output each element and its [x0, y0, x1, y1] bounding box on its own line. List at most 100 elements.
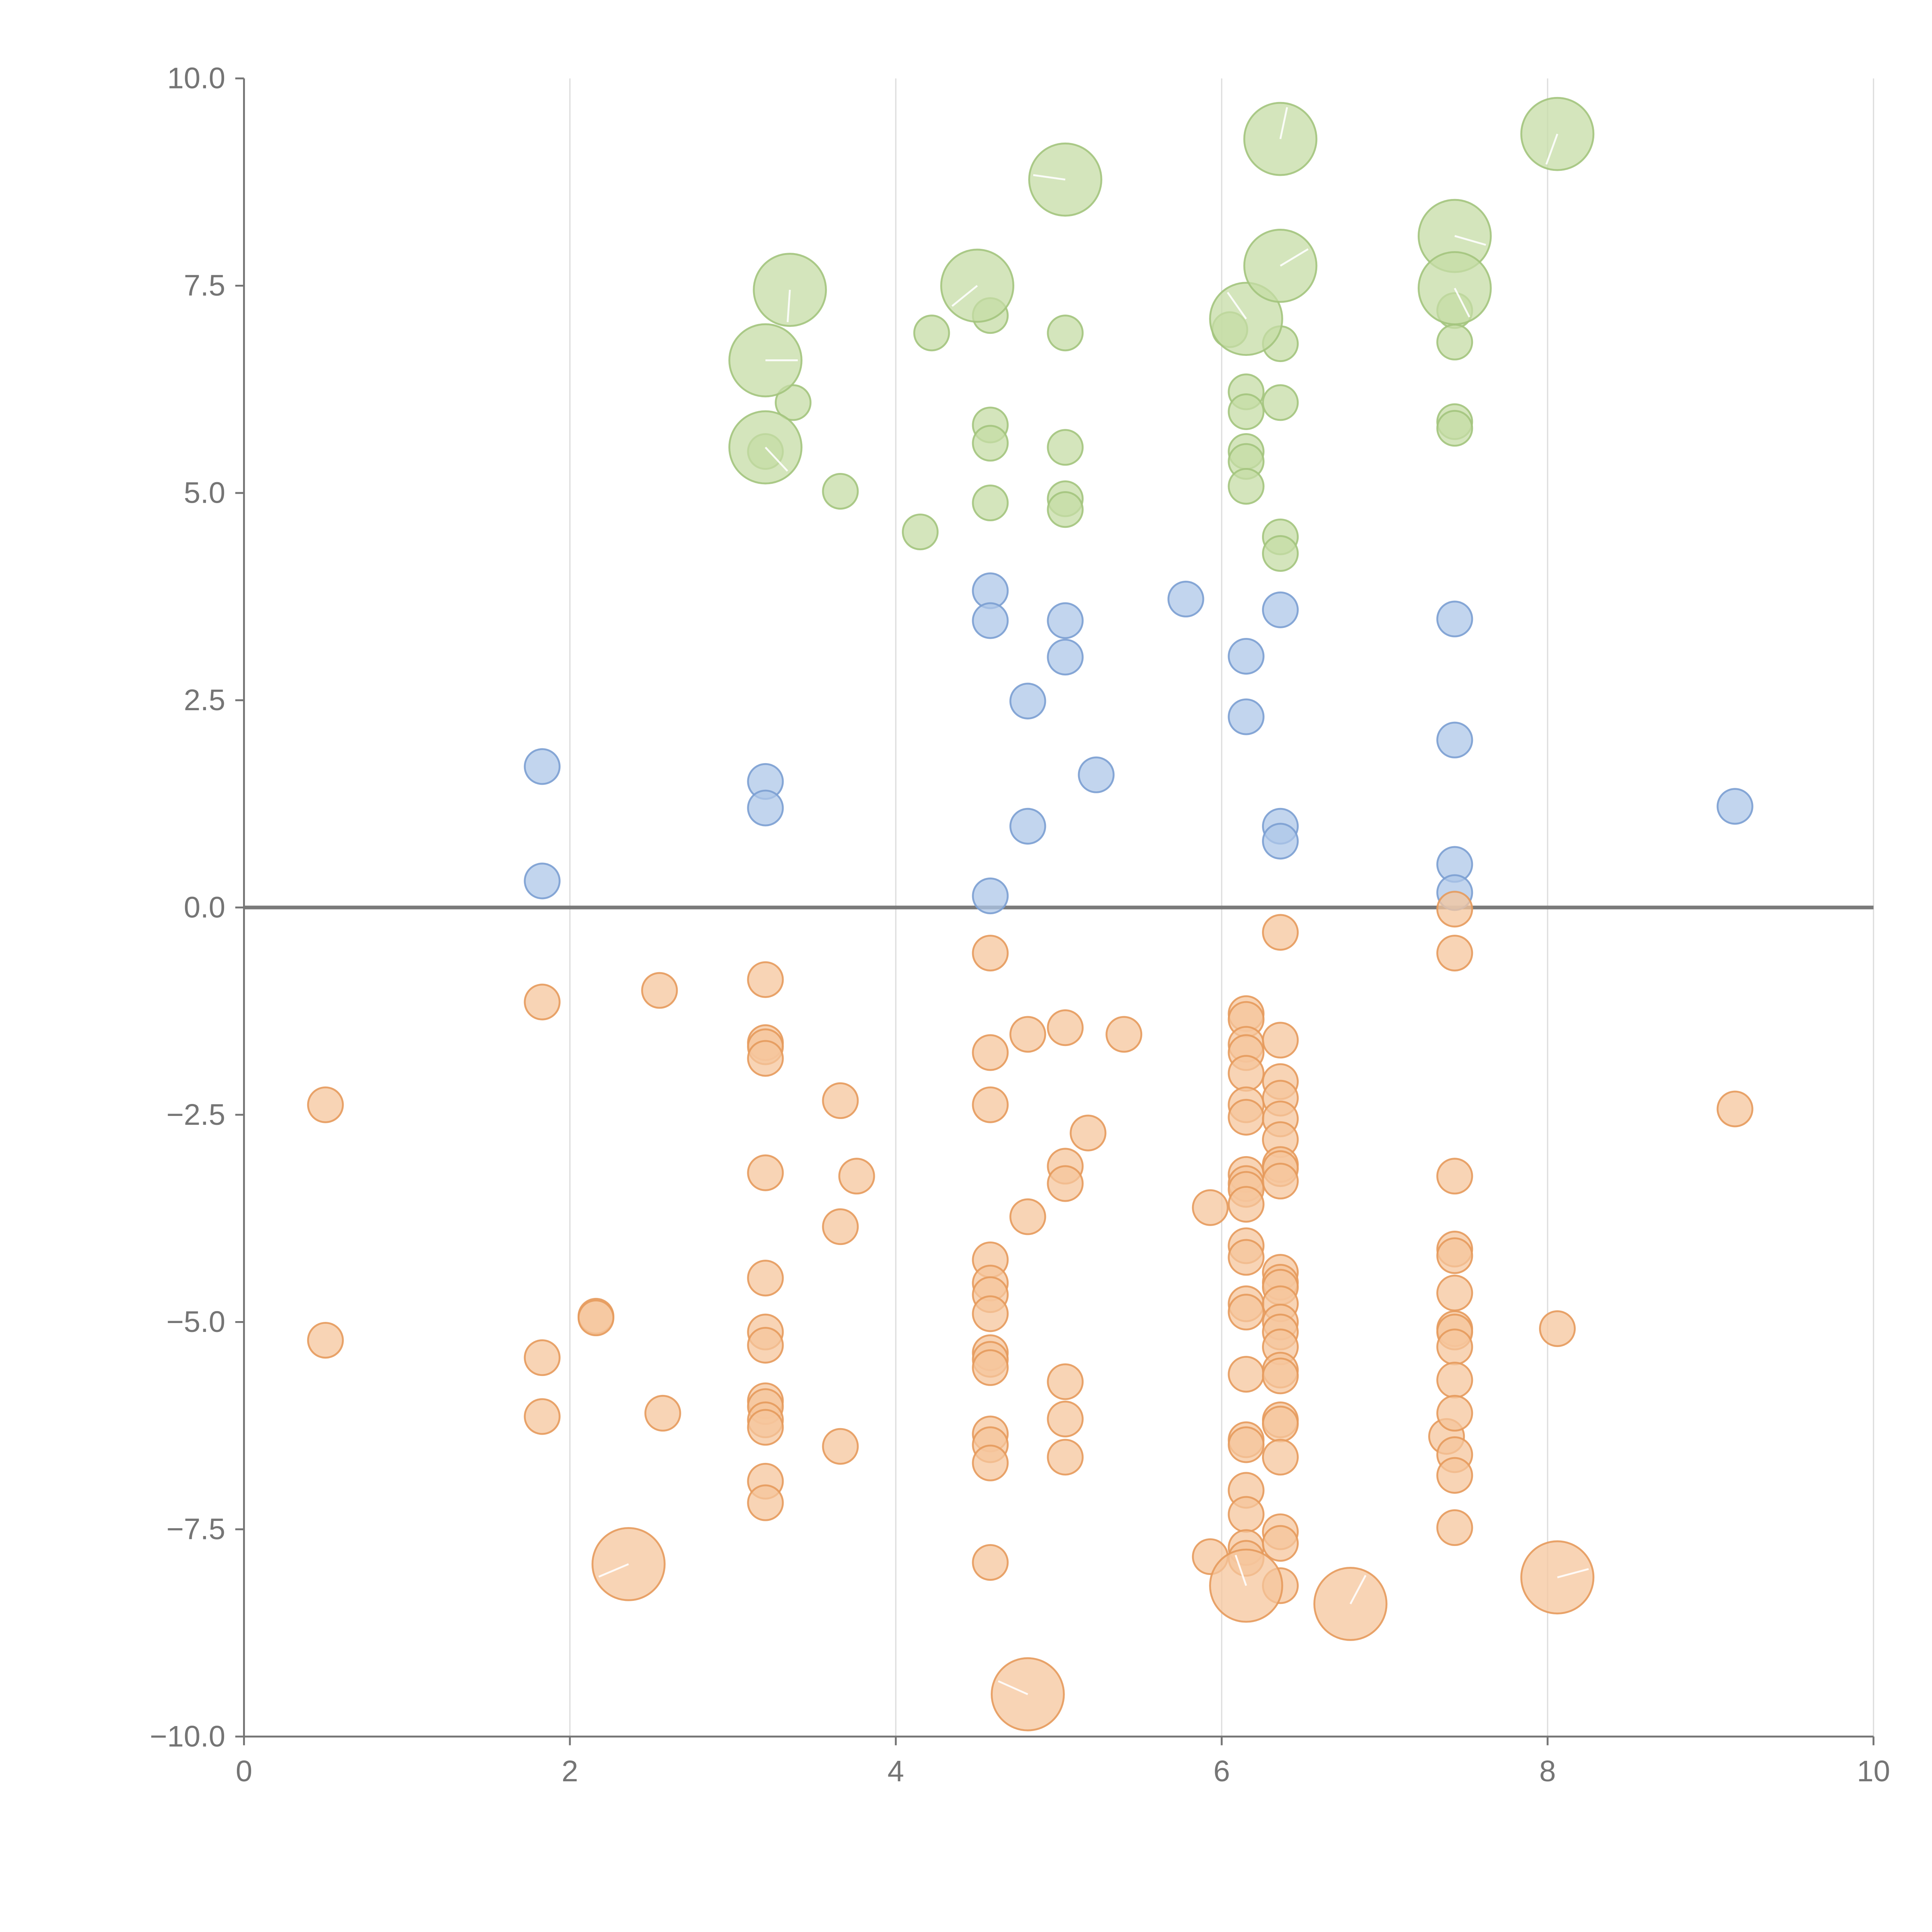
data-point [1262, 914, 1299, 951]
bubble-leader-line [1235, 1554, 1247, 1586]
y-tick-label: 0.0 [184, 891, 225, 924]
data-point [1436, 935, 1473, 972]
data-point [972, 878, 1009, 915]
bubble-leader-line [1545, 133, 1558, 165]
x-tick-label: 4 [888, 1755, 904, 1788]
data-point [1009, 1198, 1046, 1235]
data-point [1228, 1496, 1265, 1533]
bubble-leader-line [1454, 235, 1486, 246]
data-point [641, 972, 678, 1009]
data-point [1436, 1362, 1473, 1399]
large-data-point [591, 1527, 666, 1601]
data-point [1047, 1439, 1084, 1476]
data-point [1716, 1090, 1753, 1128]
data-point [524, 862, 561, 900]
data-point [1228, 1294, 1265, 1331]
data-point [822, 1208, 859, 1245]
data-point [972, 1444, 1009, 1481]
bubble-leader-line [765, 447, 788, 472]
data-point [902, 514, 939, 551]
data-point [1228, 393, 1265, 430]
large-data-point [1520, 1540, 1595, 1615]
data-point [972, 1295, 1009, 1332]
data-point [972, 602, 1009, 639]
y-tick-label: −5.0 [167, 1305, 226, 1338]
data-point [1047, 639, 1084, 676]
data-point [1167, 580, 1204, 617]
data-point [1009, 1016, 1046, 1053]
bubble-leader-line [1349, 1575, 1367, 1605]
data-point [972, 1086, 1009, 1123]
data-point [1262, 1405, 1299, 1442]
data-point [1192, 1189, 1229, 1226]
bubble-leader-line [1454, 287, 1470, 318]
y-tick-label: 2.5 [184, 684, 225, 717]
data-point [822, 473, 859, 510]
data-point [524, 983, 561, 1020]
data-point [972, 425, 1009, 462]
data-point [747, 961, 784, 998]
data-point [1047, 1165, 1084, 1202]
data-point [524, 1339, 561, 1376]
data-point [307, 1086, 344, 1123]
data-point [1228, 698, 1265, 735]
data-point [1047, 429, 1084, 466]
bubble-leader-line [951, 285, 978, 307]
data-point [1436, 410, 1473, 447]
bubble-leader-line [1557, 1568, 1589, 1578]
x-tick-label: 8 [1539, 1755, 1556, 1788]
data-point [972, 1034, 1009, 1071]
data-point [1539, 1310, 1576, 1347]
data-point [1228, 1186, 1265, 1223]
bubble-leader-line [998, 1680, 1028, 1695]
data-point [747, 1409, 784, 1446]
data-point [1262, 535, 1299, 572]
data-point [1262, 591, 1299, 628]
data-point [747, 789, 784, 827]
annotation-layer [598, 107, 1589, 1695]
y-tick-label: −2.5 [167, 1098, 226, 1131]
data-point [1436, 600, 1473, 638]
data-point [1436, 1158, 1473, 1195]
bubble-leader-line [1033, 174, 1066, 181]
x-tick-label: 10 [1857, 1755, 1890, 1788]
data-point [1262, 1525, 1299, 1562]
data-point [1262, 1439, 1299, 1476]
data-point [1228, 638, 1265, 675]
data-point [1436, 1328, 1473, 1366]
data-point [1228, 1356, 1265, 1393]
data-point [1436, 721, 1473, 759]
data-point [1105, 1016, 1143, 1053]
x-tick-label: 6 [1213, 1755, 1230, 1788]
data-point [822, 1428, 859, 1465]
data-point [775, 384, 812, 421]
data-point [1262, 823, 1299, 860]
data-point [972, 935, 1009, 972]
data-point [1262, 1163, 1299, 1200]
data-point [972, 485, 1009, 522]
data-point [577, 1299, 614, 1337]
x-tick-label: 2 [561, 1755, 578, 1788]
data-point [822, 1082, 859, 1119]
data-point [972, 1544, 1009, 1581]
bubble-leader-line [598, 1563, 629, 1578]
data-point [972, 1349, 1009, 1386]
data-point [1047, 491, 1084, 528]
axis-layer: 0 2 4 6 8 10 −10.0 −7.5 −5.0 −2.5 0.0 2.5 5.0 7.5 10.0 [150, 62, 1890, 1788]
data-point [747, 1260, 784, 1297]
data-point [913, 315, 950, 352]
bubble-leader-line [1280, 248, 1309, 267]
data-point [747, 1484, 784, 1521]
data-point [1436, 1395, 1473, 1432]
data-point [1228, 1426, 1265, 1463]
data-point [1262, 384, 1299, 421]
y-tick-label: −7.5 [167, 1513, 226, 1546]
data-point [1047, 602, 1084, 639]
data-point [1262, 1022, 1299, 1059]
data-point [524, 748, 561, 785]
data-point [1047, 315, 1084, 352]
data-point [1228, 1055, 1265, 1092]
data-point [644, 1395, 681, 1432]
